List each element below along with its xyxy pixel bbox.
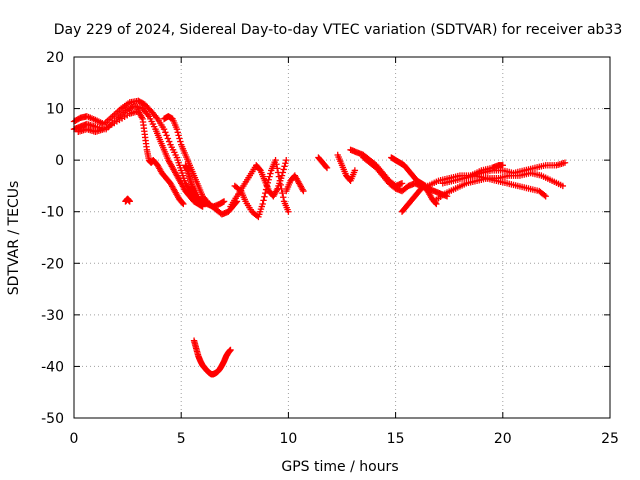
series-1 xyxy=(70,102,206,210)
data-point xyxy=(266,173,273,180)
data-point xyxy=(179,199,186,207)
data-point xyxy=(162,129,169,136)
y-tick-label: 20 xyxy=(46,50,64,66)
series-2 xyxy=(75,107,187,208)
grid-lines xyxy=(74,57,610,418)
series-19 xyxy=(190,337,234,378)
data-point xyxy=(279,189,286,197)
y-tick-label: -40 xyxy=(41,359,64,375)
data-point xyxy=(278,172,286,179)
data-point xyxy=(176,135,183,142)
y-axis-label: SDTVAR / TECUs xyxy=(6,181,22,296)
data-point xyxy=(559,182,567,190)
data-point xyxy=(499,162,506,169)
y-tick-label: 10 xyxy=(46,102,64,118)
data-point xyxy=(126,198,133,205)
plot-border xyxy=(73,56,611,419)
series-7 xyxy=(283,172,307,195)
data-point xyxy=(272,156,279,164)
data-point xyxy=(227,346,234,354)
data-point xyxy=(259,200,266,208)
data-point xyxy=(265,176,272,183)
series-4 xyxy=(182,162,228,210)
data-point xyxy=(262,186,270,193)
y-tick-label: -20 xyxy=(41,256,64,272)
series-13 xyxy=(388,154,429,190)
y-tick-label: -30 xyxy=(41,308,64,324)
data-points xyxy=(70,97,569,378)
series-17 xyxy=(467,162,506,179)
chart-title: Day 229 of 2024, Sidereal Day-to-day VTE… xyxy=(54,22,623,38)
data-point xyxy=(273,161,280,168)
data-point xyxy=(281,163,288,170)
data-point xyxy=(276,177,284,184)
data-point xyxy=(260,197,267,204)
data-point xyxy=(163,132,170,139)
data-point xyxy=(351,167,359,174)
data-point xyxy=(275,173,283,180)
data-point xyxy=(398,180,406,187)
data-point xyxy=(542,193,549,200)
y-tick-label: -10 xyxy=(41,205,64,221)
series-8 xyxy=(315,154,331,172)
data-point xyxy=(283,156,290,164)
data-point xyxy=(278,185,285,193)
data-point xyxy=(282,160,289,167)
data-point xyxy=(261,193,268,200)
data-point xyxy=(280,166,287,173)
data-point xyxy=(280,194,287,201)
data-point xyxy=(180,200,187,208)
data-point xyxy=(264,179,272,187)
data-point xyxy=(267,170,274,177)
data-point xyxy=(323,164,331,172)
y-tick-label: -50 xyxy=(41,411,64,427)
data-point xyxy=(262,189,269,197)
data-point xyxy=(164,135,172,142)
data-point xyxy=(263,182,271,190)
x-tick-label: 0 xyxy=(70,431,79,447)
data-point xyxy=(160,126,168,133)
data-point xyxy=(300,187,307,195)
data-point xyxy=(561,159,569,166)
x-tick-label: 20 xyxy=(494,431,512,447)
x-tick-label: 10 xyxy=(279,431,297,447)
data-point xyxy=(173,126,181,133)
x-tick-label: 15 xyxy=(387,431,405,447)
data-point xyxy=(277,181,284,189)
data-point xyxy=(274,165,281,172)
y-tick-label: 0 xyxy=(55,153,64,169)
x-tick-label: 5 xyxy=(177,431,186,447)
data-point xyxy=(174,129,181,136)
x-tick-label: 25 xyxy=(601,431,619,447)
data-point xyxy=(541,192,548,199)
data-point xyxy=(165,138,173,145)
data-point xyxy=(177,138,184,145)
x-axis-label: GPS time / hours xyxy=(281,459,398,475)
series-18 xyxy=(122,195,133,205)
data-point xyxy=(175,132,182,139)
data-point xyxy=(322,163,330,171)
series-9 xyxy=(334,151,359,184)
data-point xyxy=(285,208,292,215)
data-point xyxy=(274,169,282,176)
series-6 xyxy=(231,156,292,221)
data-point xyxy=(220,198,228,205)
